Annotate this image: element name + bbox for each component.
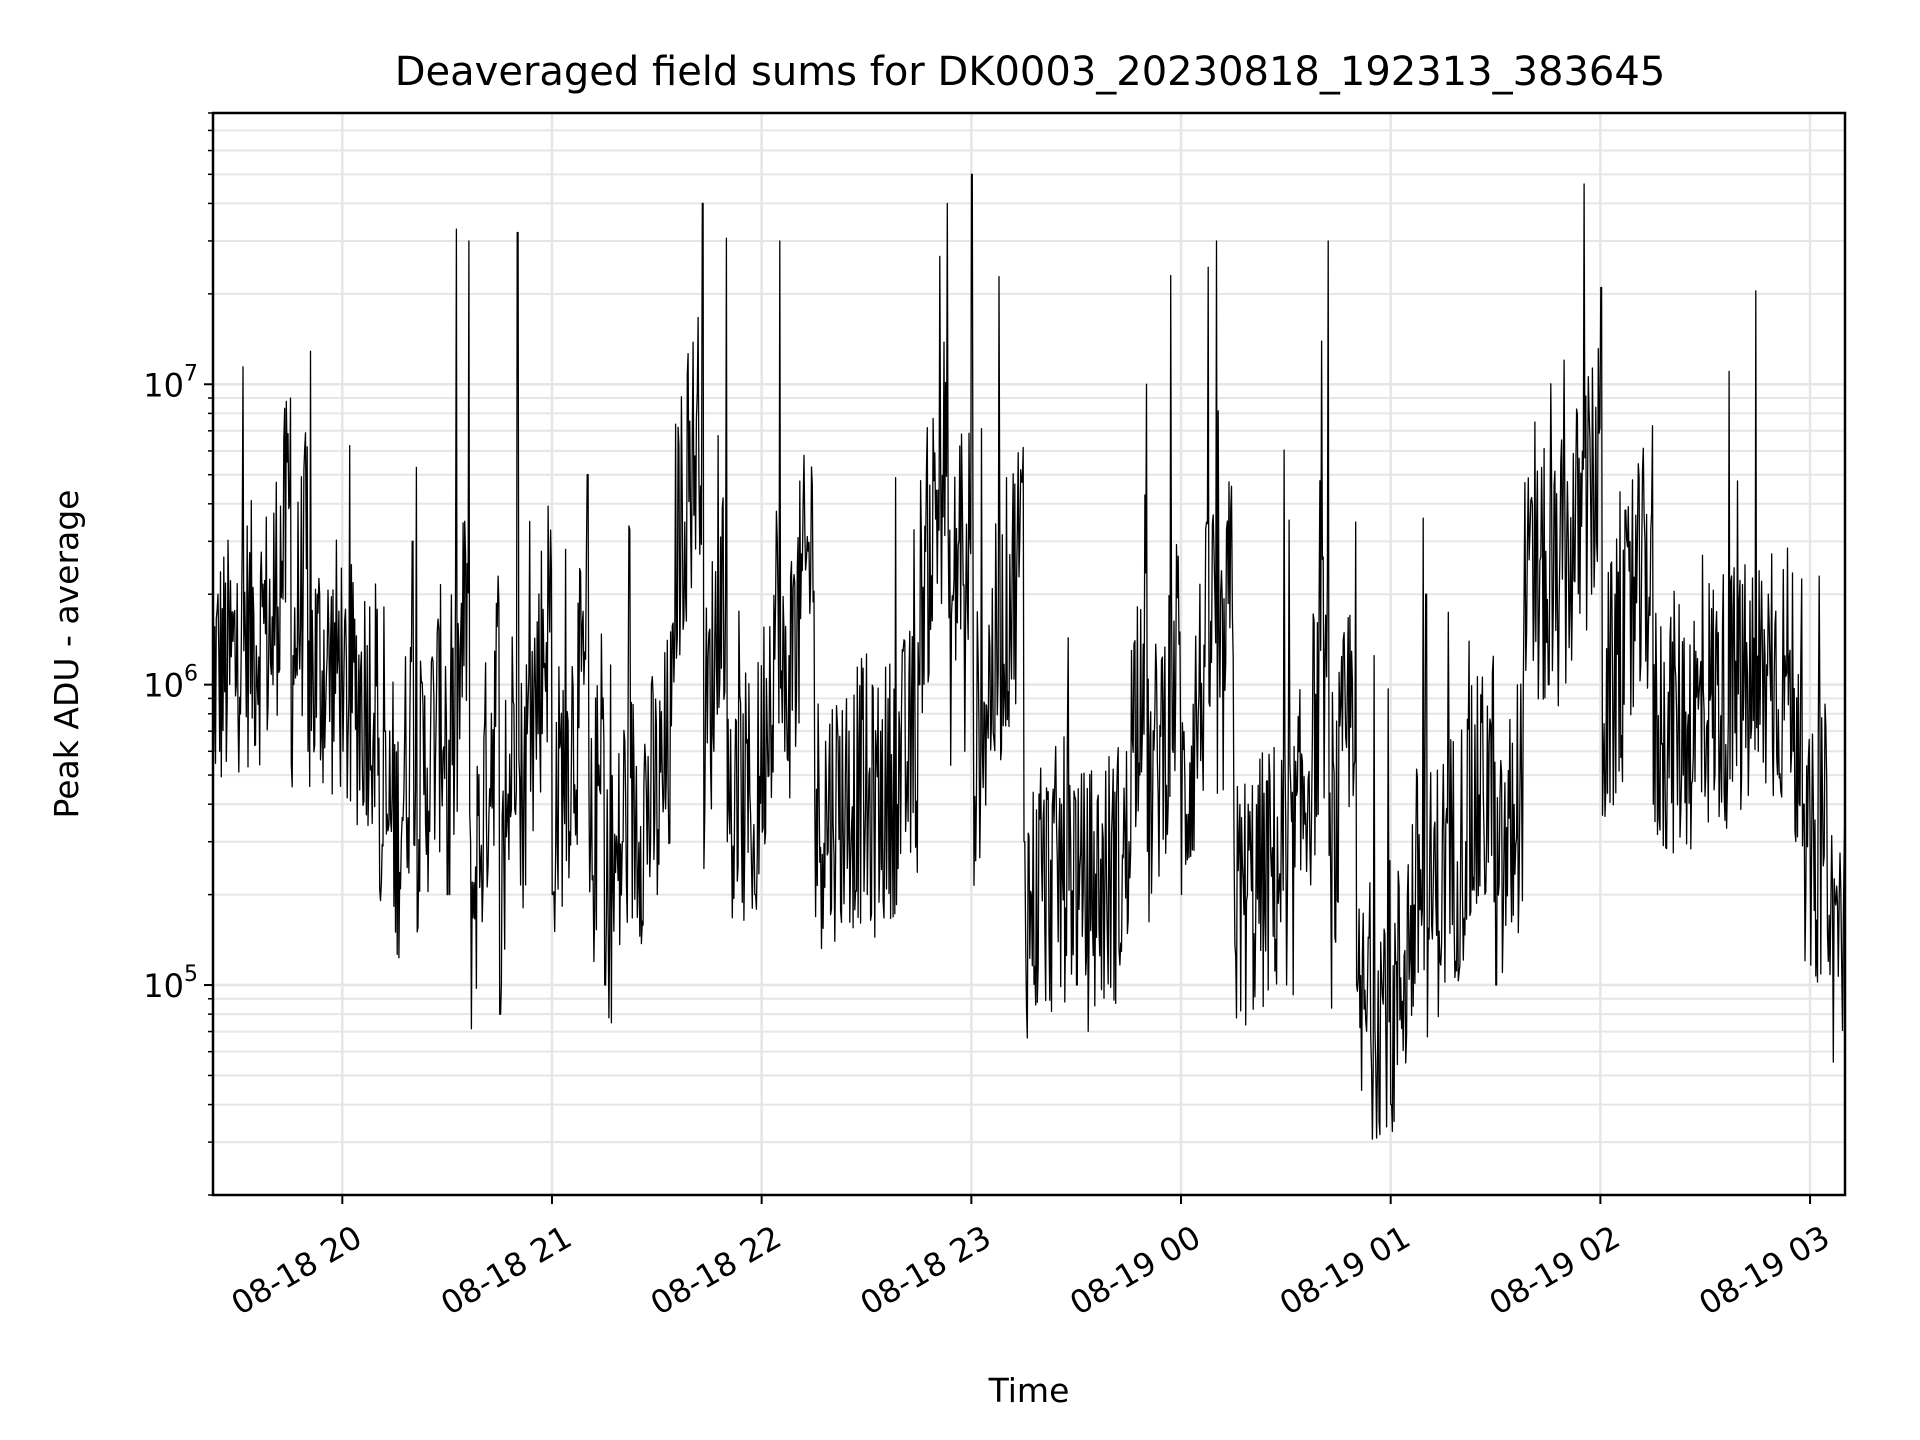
grid: [213, 112, 1845, 1196]
y-axis-label: Peak ADU - average: [47, 490, 86, 819]
x-axis-label: Time: [988, 1371, 1070, 1410]
chart-title: Deaveraged field sums for DK0003_2023081…: [395, 49, 1666, 95]
y-tick-base: 10: [143, 967, 184, 1005]
y-tick-exponent: 5: [184, 962, 198, 987]
plot-frame: [211, 111, 1847, 1197]
y-tick-base: 10: [143, 667, 184, 705]
series-lines: [213, 173, 1846, 1140]
y-tick-exponent: 6: [184, 662, 198, 687]
y-tick-label: 105: [143, 962, 198, 1005]
y-tick-base: 10: [143, 366, 184, 404]
series-line: [213, 173, 1846, 1140]
y-tick-exponent: 7: [184, 361, 198, 386]
y-tick-label: 107: [143, 361, 198, 404]
y-tick-label: 106: [143, 662, 198, 705]
